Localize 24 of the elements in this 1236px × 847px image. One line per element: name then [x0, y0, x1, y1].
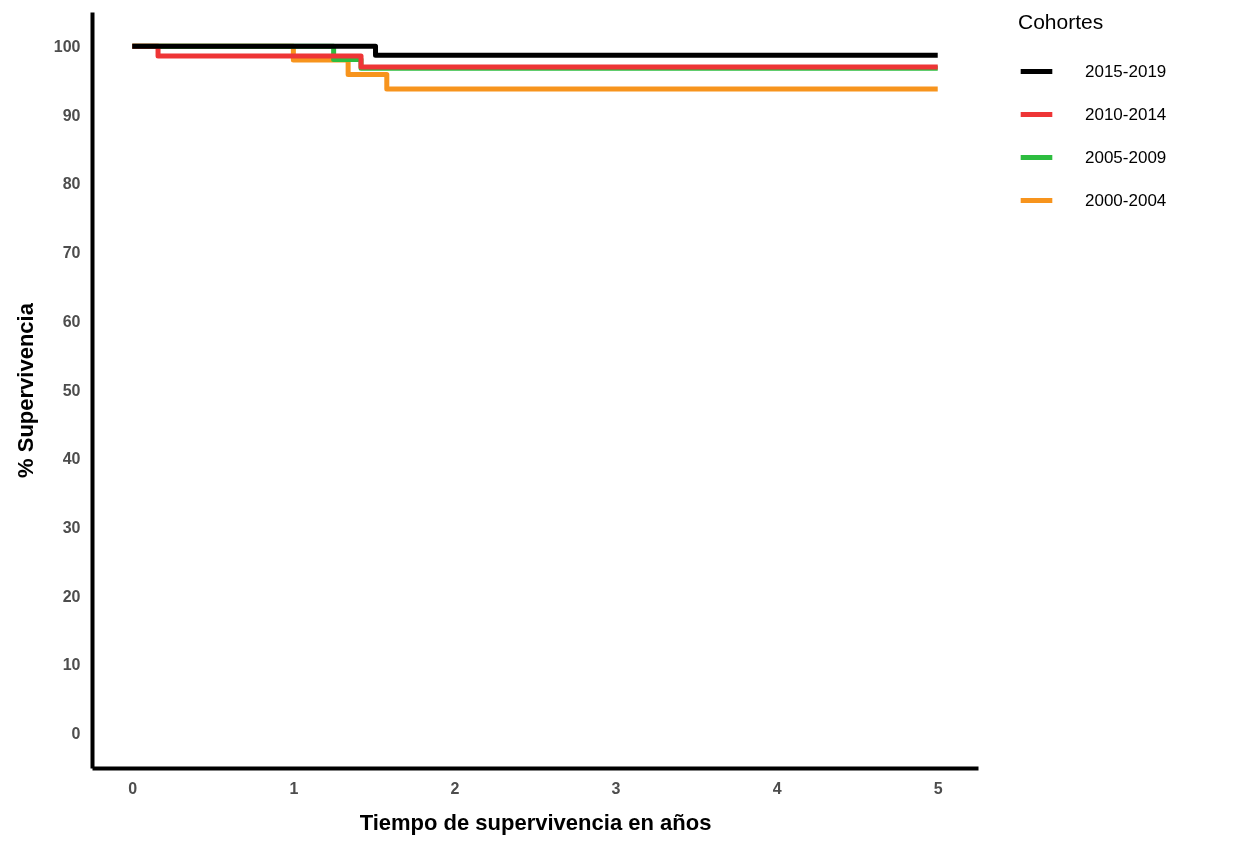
- y-tick-label: 50: [62, 381, 81, 399]
- y-tick-label: 80: [62, 175, 81, 193]
- y-tick-label: 30: [62, 518, 81, 536]
- y-tick-label: 100: [53, 37, 81, 55]
- x-tick-label: 4: [772, 779, 782, 797]
- y-tick-label: 0: [71, 725, 81, 743]
- x-axis-title: Tiempo de supervivencia en años: [359, 809, 712, 835]
- x-tick-label: 2: [450, 779, 460, 797]
- x-tick-label: 1: [289, 779, 299, 797]
- legend-label: 2000-2004: [1085, 190, 1167, 210]
- legend-label: 2015-2019: [1085, 61, 1167, 81]
- y-tick-label: 70: [62, 244, 81, 262]
- y-tick-label: 90: [62, 106, 81, 124]
- x-tick-label: 0: [128, 779, 138, 797]
- y-tick-label: 60: [62, 312, 81, 330]
- legend-label: 2005-2009: [1085, 147, 1167, 167]
- x-tick-label: 5: [933, 779, 943, 797]
- legend-title: Cohortes: [1018, 10, 1104, 33]
- y-tick-label: 10: [62, 656, 81, 674]
- y-tick-label: 40: [62, 450, 81, 468]
- y-tick-label: 20: [62, 587, 81, 605]
- x-tick-label: 3: [611, 779, 621, 797]
- y-axis-title: % Supervivencia: [12, 302, 38, 478]
- legend-label: 2010-2014: [1085, 104, 1167, 124]
